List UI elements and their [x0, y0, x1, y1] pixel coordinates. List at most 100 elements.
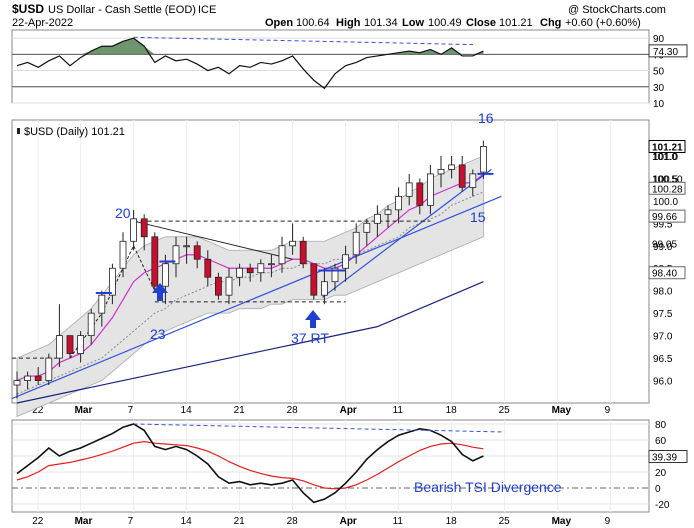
- arrow-up-icon: [305, 310, 321, 328]
- price-x-tick-label: Apr: [340, 405, 357, 416]
- price-x-tick-label: May: [552, 405, 572, 416]
- price-tick-label: 101.0: [653, 152, 678, 163]
- tsi-line: [16, 423, 484, 504]
- tsi-x-tick-label: 28: [287, 516, 299, 527]
- tsi-x-tick-label: 18: [446, 516, 458, 527]
- annotation-20: 20: [115, 205, 131, 221]
- candle-body: [98, 294, 106, 314]
- annotation-37rt: 37 RT: [291, 330, 329, 346]
- tsi-x-tick-label: May: [552, 516, 572, 527]
- price-label: 99.66: [652, 212, 677, 223]
- price-x-tick-label: 25: [499, 405, 511, 416]
- rsi-layer: 907050301074.30: [12, 34, 688, 110]
- candle-body: [384, 209, 392, 215]
- candle-body: [130, 218, 138, 242]
- price-layer: 96.096.597.097.598.098.599.099.5100.0100…: [11, 120, 686, 527]
- price-annotations: 20 23 37 RT 16 15: [115, 110, 494, 346]
- uptrend-line: [11, 195, 502, 400]
- price-label: 100.50: [652, 174, 683, 185]
- price-label: 100.28: [652, 184, 683, 195]
- chg-label: Chg: [540, 17, 561, 29]
- candle-body: [448, 164, 456, 170]
- price-x-tick-label: 21: [234, 405, 246, 416]
- candle-body: [24, 375, 32, 381]
- price-label: 99.05: [652, 240, 677, 251]
- candle-body: [77, 335, 84, 354]
- chart-exchange: ICE: [198, 4, 216, 16]
- chart-date: 22-Apr-2022: [12, 17, 73, 29]
- candle-body: [183, 245, 191, 248]
- price-x-tick-label: 7: [128, 405, 134, 416]
- tsi-x-tick-label: 25: [499, 516, 511, 527]
- candle-body: [87, 312, 95, 337]
- price-tick-label: 97.5: [653, 309, 673, 320]
- candle-body: [416, 182, 424, 206]
- open-value: 100.64: [296, 17, 330, 29]
- watermark: @ StockCharts.com: [568, 4, 666, 16]
- tsi-tick-label: 20: [655, 468, 667, 479]
- candle-body: [140, 218, 148, 238]
- price-tick-label: 99.5: [653, 219, 673, 230]
- candle-body: [214, 276, 222, 296]
- tsi-divergence-line: [133, 423, 505, 433]
- tsi-tick-label: 80: [655, 420, 667, 431]
- chg-value: +0.60 (+0.60%): [565, 17, 641, 29]
- candle-body: [426, 173, 434, 206]
- candle-body: [246, 267, 254, 274]
- candle-body: [363, 222, 371, 233]
- price-tick-label: 100.0: [653, 197, 678, 208]
- high-label: High: [336, 17, 361, 29]
- candle-body: [34, 375, 42, 381]
- price-label-box: [648, 140, 686, 154]
- close-value: 101.21: [499, 17, 533, 29]
- price-x-tick-label: 22: [32, 405, 44, 416]
- rsi-tick-label: 10: [653, 99, 665, 110]
- candle-body: [331, 267, 339, 283]
- candle-body: [299, 240, 307, 265]
- rsi-tick-label: 30: [653, 83, 665, 94]
- tsi-x-tick-label: 7: [128, 516, 134, 527]
- tsi-x-tick-label: Mar: [75, 516, 93, 527]
- price-label-box: [648, 266, 686, 280]
- candle-body: [56, 335, 63, 359]
- candle-body: [204, 258, 212, 278]
- tsi-x-tick-label: 11: [393, 516, 404, 527]
- price-label: 101.0: [652, 152, 677, 163]
- candle-body: [151, 236, 159, 287]
- price-tick-label: 96.5: [653, 354, 673, 365]
- price-label: 98.40: [652, 269, 677, 280]
- rsi-value-box: [648, 44, 688, 58]
- price-tick-label: 96.0: [653, 377, 673, 388]
- rsi-panel: [11, 29, 650, 104]
- ma-long-line: [16, 281, 484, 404]
- tsi-tick-label: 60: [655, 436, 667, 447]
- price-label-box: [648, 209, 686, 223]
- price-tick-label: 99.0: [653, 242, 673, 253]
- candle-body: [225, 276, 233, 296]
- price-x-tick-label: 14: [181, 405, 193, 416]
- tsi-x-tick-label: Apr: [340, 516, 357, 527]
- price-panel-title: $USD (Daily) 101.21: [24, 126, 125, 138]
- rsi-current-value: 74.30: [653, 47, 678, 58]
- price-label-box: [648, 181, 686, 195]
- low-value: 100.49: [428, 17, 462, 29]
- rsi-line: [16, 37, 484, 90]
- candle-body: [109, 267, 116, 296]
- price-tick-label: 98.0: [653, 287, 673, 298]
- candle-body: [172, 245, 180, 265]
- candle-body: [257, 263, 265, 274]
- price-x-tick-label: 9: [605, 405, 611, 416]
- tsi-current-value: 39.39: [652, 452, 677, 463]
- candle-body: [458, 164, 466, 188]
- tsi-value-box: [648, 449, 688, 463]
- price-tick-label: 100.5: [653, 174, 678, 185]
- open-label: Open: [265, 17, 293, 29]
- price-label: 101.21: [652, 143, 683, 154]
- candle-body: [289, 240, 297, 247]
- candle-body: [469, 173, 477, 188]
- candle-body: [405, 182, 413, 197]
- candle-body: [45, 357, 53, 381]
- tsi-signal-line: [16, 440, 484, 490]
- tsi-tick-label: 0: [655, 484, 661, 495]
